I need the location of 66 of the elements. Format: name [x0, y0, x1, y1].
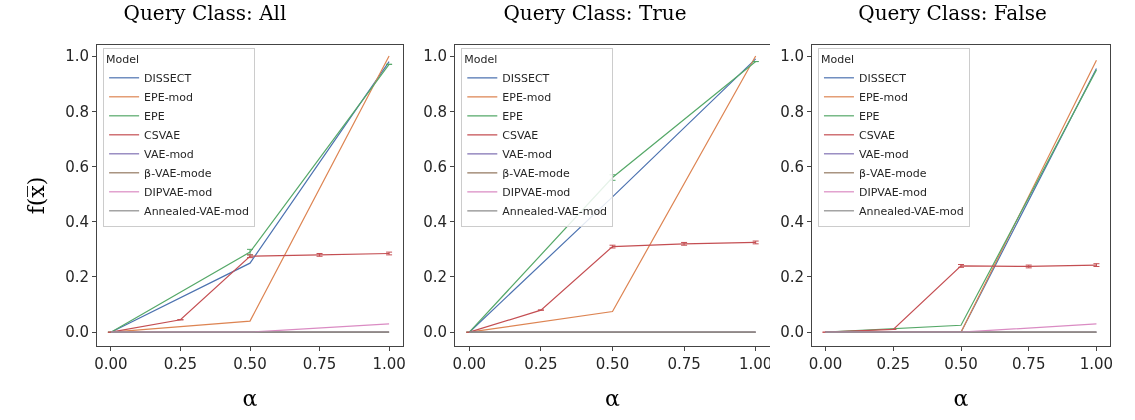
y-tick-label: 0.8 — [65, 102, 89, 121]
y-tick-label: 1.0 — [65, 47, 89, 66]
legend-label: VAE-mod — [858, 148, 909, 162]
chart-title: Query Class: All — [123, 1, 287, 26]
y-tick-label: 1.0 — [423, 47, 447, 66]
x-axis-title: α — [242, 385, 258, 411]
y-axis-title: f(x̅) — [23, 176, 49, 215]
y-tick-label: 0.0 — [780, 323, 804, 342]
x-tick-label: 0.50 — [944, 355, 978, 373]
x-axis-title: α — [605, 385, 621, 411]
legend-label: DISSECT — [144, 72, 192, 86]
legend-label: EPE-mod — [502, 91, 552, 105]
y-tick-label: 0.2 — [65, 268, 89, 287]
x-tick-label: 1.00 — [372, 355, 406, 373]
legend-label: VAE-mod — [502, 148, 552, 162]
y-tick-label: 0.4 — [423, 212, 447, 231]
legend-label: CSVAE — [144, 129, 181, 143]
legend-label: β-VAE-mode — [502, 167, 570, 181]
y-tick-label: 0.4 — [780, 212, 804, 231]
y-tick-label: 0.2 — [423, 268, 447, 287]
y-tick-label: 0.6 — [65, 157, 89, 176]
legend-label: EPE — [144, 110, 165, 124]
y-tick-label: 0.2 — [780, 268, 804, 287]
x-tick-label: 0.50 — [595, 355, 630, 373]
x-tick-label: 0.00 — [94, 355, 128, 373]
legend-label: Annealed-VAE-mod — [858, 205, 964, 219]
x-tick-label: 0.25 — [876, 355, 910, 373]
legend-label: DIPVAE-mod — [502, 186, 571, 200]
x-tick-label: 0.00 — [452, 355, 487, 373]
legend-title: Model — [464, 53, 498, 67]
legend-label: EPE-mod — [858, 91, 908, 105]
legend-label: EPE — [502, 110, 523, 124]
legend-label: DIPVAE-mod — [858, 186, 928, 200]
y-tick-label: 0.0 — [423, 323, 447, 342]
legend-label: Annealed-VAE-mod — [502, 205, 608, 219]
x-tick-label: 0.50 — [233, 355, 267, 373]
y-tick-label: 0.8 — [780, 102, 804, 121]
legend-label: β-VAE-mode — [144, 167, 212, 181]
x-tick-label: 0.25 — [163, 355, 198, 373]
chart-title: Query Class: False — [858, 1, 1047, 26]
legend-label: DIPVAE-mod — [144, 186, 213, 200]
legend-label: DISSECT — [502, 72, 550, 86]
legend-label: EPE — [858, 110, 880, 124]
legend-label: VAE-mod — [144, 148, 194, 162]
legend-label: Annealed-VAE-mod — [144, 205, 249, 219]
y-tick-label: 0.6 — [780, 157, 804, 176]
legend-title: Model — [106, 53, 140, 67]
x-tick-label: 0.75 — [667, 355, 701, 373]
y-tick-label: 0.0 — [65, 323, 89, 342]
legend-label: β-VAE-mode — [858, 167, 927, 181]
chart-title: Query Class: True — [503, 1, 687, 26]
legend-label: DISSECT — [858, 72, 907, 86]
y-tick-label: 0.4 — [65, 212, 89, 231]
legend-title: Model — [820, 53, 854, 67]
y-tick-label: 0.6 — [423, 157, 447, 176]
x-tick-label: 0.00 — [808, 355, 843, 373]
legend-label: CSVAE — [502, 129, 539, 143]
y-tick-label: 1.0 — [780, 47, 804, 66]
legend-label: CSVAE — [858, 129, 895, 143]
x-tick-label: 0.75 — [302, 355, 337, 373]
legend-label: EPE-mod — [144, 91, 194, 105]
y-tick-label: 0.8 — [423, 102, 447, 121]
x-tick-label: 1.00 — [1079, 355, 1114, 373]
x-axis-title: α — [953, 385, 969, 411]
x-tick-label: 0.25 — [524, 355, 558, 373]
x-tick-label: 0.75 — [1012, 355, 1046, 373]
